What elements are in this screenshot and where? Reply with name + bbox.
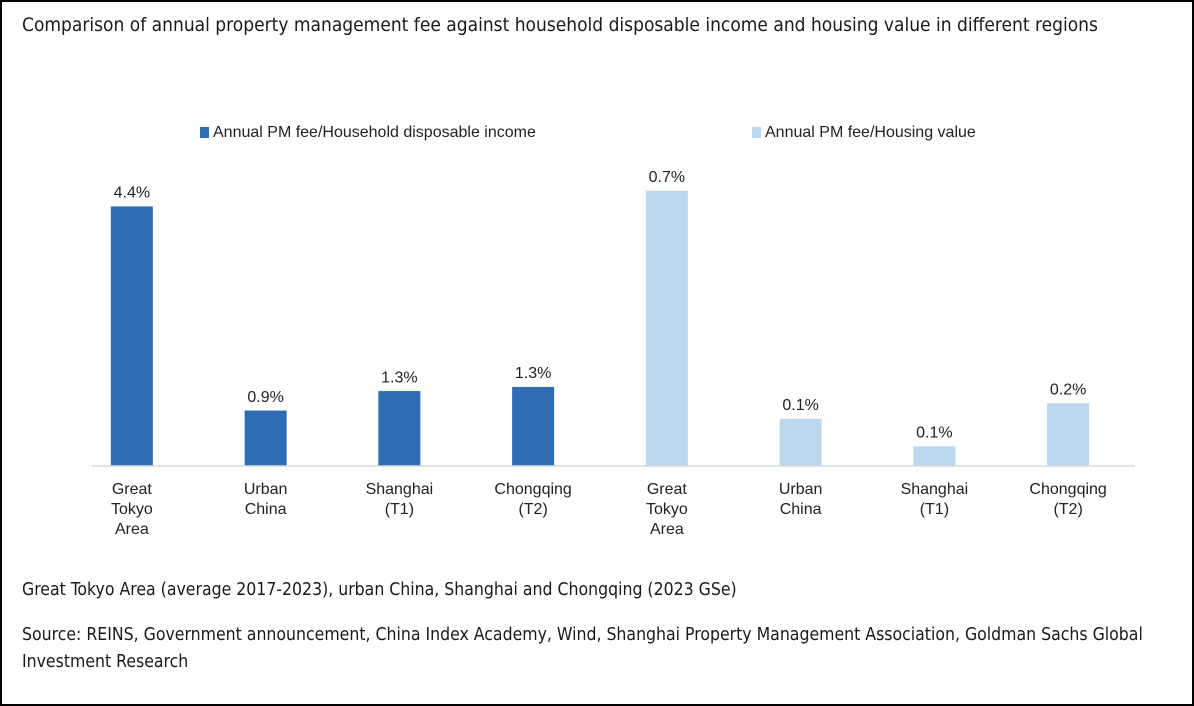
- data-label: 0.1%: [916, 425, 952, 442]
- bar: [378, 391, 421, 466]
- x-tick-label: Shanghai (T1): [900, 481, 969, 518]
- x-tick-label: Great Tokyo Area: [110, 481, 153, 538]
- x-tick-label: Chongqing (T2): [494, 481, 572, 518]
- x-tick-label: Chongqing (T2): [1029, 481, 1107, 518]
- bar: [645, 190, 688, 466]
- bar: [512, 386, 555, 466]
- data-label: 1.3%: [381, 369, 417, 386]
- data-label: 0.7%: [649, 169, 685, 186]
- data-label: 0.1%: [782, 397, 818, 414]
- bar: [779, 418, 822, 466]
- legend-label: Annual PM fee/Household disposable incom…: [213, 124, 536, 141]
- x-tick-label: Great Tokyo Area: [645, 481, 688, 538]
- x-tick-label: Urban China: [778, 481, 823, 518]
- bar: [1047, 403, 1090, 466]
- data-label: 0.9%: [247, 389, 283, 406]
- chart-title: Comparison of annual property management…: [22, 14, 1098, 36]
- source: Source: REINS, Government announcement, …: [22, 625, 1143, 672]
- bar: [913, 446, 956, 466]
- bar: [110, 206, 153, 466]
- data-label: 0.2%: [1050, 381, 1086, 398]
- legend-swatch: [200, 127, 209, 138]
- data-label: 4.4%: [114, 185, 150, 202]
- data-label: 1.3%: [515, 365, 551, 382]
- legend-label: Annual PM fee/Housing value: [765, 124, 976, 141]
- bar: [244, 410, 287, 466]
- note: Great Tokyo Area (average 2017-2023), ur…: [22, 580, 737, 600]
- x-tick-label: Urban China: [243, 481, 288, 518]
- legend-swatch: [752, 127, 761, 138]
- x-tick-label: Shanghai (T1): [365, 481, 434, 518]
